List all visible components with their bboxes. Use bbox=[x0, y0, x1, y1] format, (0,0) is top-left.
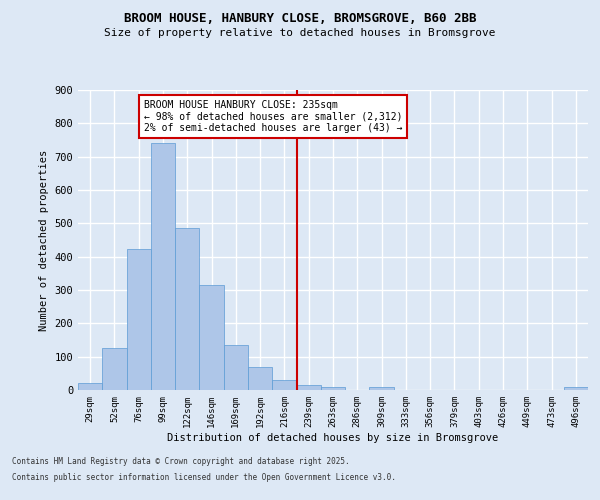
Text: BROOM HOUSE HANBURY CLOSE: 235sqm
← 98% of detached houses are smaller (2,312)
2: BROOM HOUSE HANBURY CLOSE: 235sqm ← 98% … bbox=[143, 100, 402, 133]
Bar bbox=[248, 368, 272, 390]
Bar bbox=[175, 228, 199, 390]
Bar bbox=[151, 144, 175, 390]
Text: Contains public sector information licensed under the Open Government Licence v3: Contains public sector information licen… bbox=[12, 472, 396, 482]
Bar bbox=[296, 385, 321, 390]
Y-axis label: Number of detached properties: Number of detached properties bbox=[39, 150, 49, 330]
Text: Size of property relative to detached houses in Bromsgrove: Size of property relative to detached ho… bbox=[104, 28, 496, 38]
Bar bbox=[78, 384, 102, 390]
Bar bbox=[370, 386, 394, 390]
Bar bbox=[102, 348, 127, 390]
Bar bbox=[321, 388, 345, 390]
Text: BROOM HOUSE, HANBURY CLOSE, BROMSGROVE, B60 2BB: BROOM HOUSE, HANBURY CLOSE, BROMSGROVE, … bbox=[124, 12, 476, 26]
Text: Contains HM Land Registry data © Crown copyright and database right 2025.: Contains HM Land Registry data © Crown c… bbox=[12, 458, 350, 466]
Bar bbox=[272, 380, 296, 390]
X-axis label: Distribution of detached houses by size in Bromsgrove: Distribution of detached houses by size … bbox=[167, 432, 499, 442]
Bar bbox=[199, 285, 224, 390]
Bar bbox=[224, 345, 248, 390]
Bar bbox=[127, 250, 151, 390]
Bar bbox=[564, 388, 588, 390]
